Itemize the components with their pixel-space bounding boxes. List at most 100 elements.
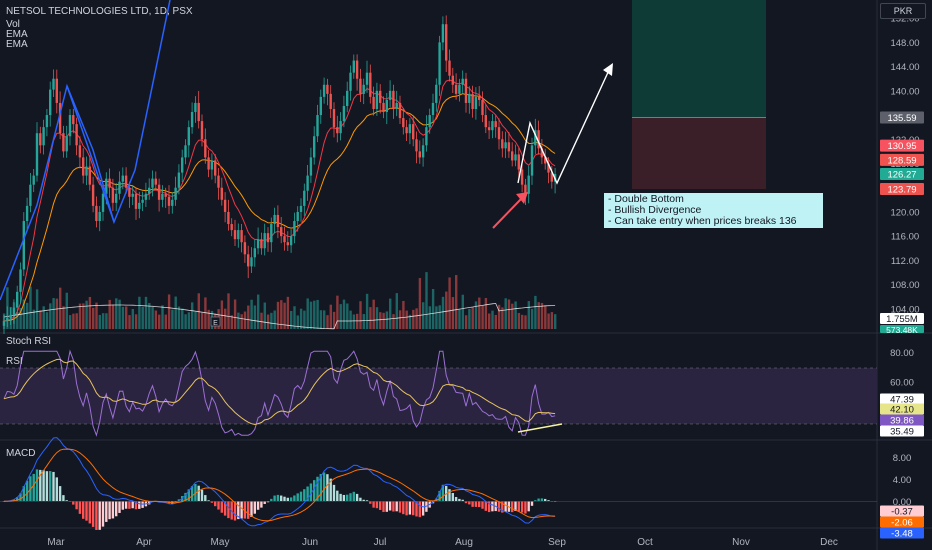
volume-bar: [207, 309, 210, 329]
candle-body: [88, 166, 91, 185]
macd-histogram-bar: [78, 501, 82, 514]
note-line-entry: - Can take entry when prices breaks 136: [608, 215, 797, 227]
volume-bar: [243, 311, 247, 329]
macd-histogram-bar: [273, 495, 276, 502]
volume-bar: [263, 302, 266, 329]
volume-bar: [42, 306, 45, 329]
candle-body: [418, 151, 421, 158]
candle-body: [342, 105, 346, 122]
macd-histogram-bar: [247, 501, 250, 519]
candle-body: [194, 102, 197, 113]
candle-body: [379, 90, 382, 103]
macd-histogram-bar: [105, 501, 108, 522]
macd-histogram-bar: [25, 480, 29, 502]
volume-bar: [128, 315, 131, 329]
candle-body: [372, 96, 375, 109]
macd-histogram-bar: [458, 498, 461, 502]
macd-histogram-bar: [299, 491, 303, 502]
candle-body: [355, 60, 359, 79]
volume-bar: [164, 314, 167, 329]
macd-histogram-bar: [504, 501, 507, 512]
candle-body: [35, 133, 39, 176]
price-tick-label: 112.00: [891, 256, 919, 267]
volume-bar: [250, 299, 253, 329]
candle-body: [428, 115, 431, 128]
macd-histogram-bar: [544, 498, 547, 502]
x-tick-label: Oct: [637, 537, 653, 548]
volume-bar: [290, 310, 293, 329]
candle-body: [408, 124, 412, 134]
candle-body: [425, 127, 428, 146]
macd-histogram-bar: [474, 501, 478, 507]
candle-body: [55, 78, 58, 103]
macd-histogram-bar: [319, 473, 322, 502]
rsi-value-box: [880, 414, 924, 426]
macd-histogram-bar: [220, 501, 223, 513]
macd-histogram-bar: [138, 501, 141, 509]
candle-body: [25, 205, 29, 222]
macd-histogram-bar: [415, 501, 418, 517]
macd-histogram-bar: [339, 493, 342, 502]
macd-histogram-bar: [49, 471, 52, 502]
macd-histogram-bar: [448, 489, 451, 502]
volume-bar: [75, 313, 78, 329]
macd-line: [3, 437, 556, 527]
macd-histogram-bar: [22, 486, 25, 502]
candle-body: [98, 211, 101, 222]
candle-body: [85, 166, 88, 176]
candle-body: [68, 115, 72, 137]
candle-body: [438, 42, 441, 85]
candle-body: [148, 187, 151, 194]
candle-body: [49, 89, 52, 116]
candle-body: [200, 121, 204, 140]
macd-histogram-bar: [45, 471, 49, 502]
volume-bar: [474, 301, 478, 329]
macd-histogram-bar: [534, 500, 537, 502]
candle-body: [326, 84, 329, 94]
price-label-box: [880, 167, 924, 180]
price-label-text: 130.95: [887, 141, 916, 152]
macd-histogram-bar: [190, 486, 194, 502]
volume-bar: [448, 277, 451, 329]
candle-body: [474, 96, 478, 109]
volume-bar: [121, 306, 125, 329]
candle-body: [441, 24, 445, 43]
volume-bar: [49, 303, 52, 329]
macd-histogram-bar: [256, 501, 260, 510]
volume-bar: [224, 308, 227, 329]
volume-bar: [134, 314, 138, 329]
volume-bar: [125, 306, 128, 329]
candle-body: [299, 205, 303, 212]
macd-histogram-bar: [478, 501, 481, 508]
macd-histogram-bar: [326, 474, 329, 502]
candle-body: [240, 230, 243, 243]
macd-histogram-bar: [511, 501, 514, 513]
candle-body: [491, 121, 494, 131]
candle-body: [144, 193, 148, 200]
x-tick-label: Dec: [820, 537, 838, 548]
macd-histogram-bar: [214, 501, 217, 507]
macd-value-box: [880, 527, 924, 539]
macd-histogram-bar: [520, 501, 524, 513]
macd-histogram-bar: [412, 501, 415, 516]
macd-histogram-bar: [210, 501, 214, 503]
volume-bar: [151, 307, 154, 329]
price-tick-label: 152.00: [890, 14, 919, 25]
candle-body: [210, 160, 214, 170]
macd-histogram-bar: [174, 501, 177, 503]
candle-body: [520, 169, 524, 185]
volume-bar: [309, 301, 313, 329]
macd-histogram-bar: [329, 478, 332, 502]
currency-selector[interactable]: PKR: [880, 3, 926, 19]
candle-body: [177, 172, 181, 188]
candle-body: [306, 175, 309, 191]
macd-histogram-bar: [270, 498, 273, 502]
candle-body: [58, 102, 62, 134]
rsi-tick-label: 80.00: [890, 348, 914, 359]
candle-body: [435, 84, 438, 103]
macd-histogram-bar: [42, 470, 45, 502]
macd-histogram-bar: [263, 501, 266, 504]
price-tick-label: 148.00: [890, 38, 919, 49]
volume-bar: [336, 295, 339, 329]
macd-value-text: -3.48: [891, 529, 913, 540]
